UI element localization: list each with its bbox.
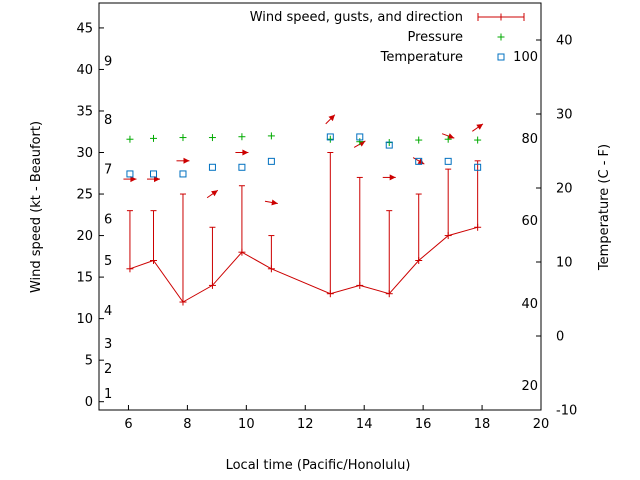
y-left-tick-label: 0 (85, 395, 93, 410)
temperature-point (208, 163, 216, 171)
wind-direction-arrowhead (183, 157, 190, 164)
wind-direction-arrowhead (447, 133, 455, 139)
fahrenheit-label: 80 (521, 132, 538, 147)
tick-labels: 6 8 10 12 14 16 18 20051015202530354045-1001020… (76, 21, 577, 432)
legend-label-pressure: Pressure (407, 30, 463, 45)
y-axis-title-left: Wind speed (kt - Beaufort) (29, 121, 44, 293)
y-right-tick-label: 10 (556, 256, 573, 271)
x-tick-label: 6 (124, 417, 132, 432)
y-right-tick-label: 30 (556, 108, 573, 123)
y-left-tick-label: 35 (76, 104, 93, 119)
y-left-tick-label: 45 (76, 21, 93, 36)
beaufort-label: 5 (104, 254, 112, 269)
wind-speed-line (129, 226, 478, 303)
temperature-point (356, 133, 364, 141)
x-tick-label: 12 (297, 417, 314, 432)
y-left-tick-label: 30 (76, 146, 93, 161)
fahrenheit-label: 40 (521, 297, 538, 312)
temperature-point (326, 133, 334, 141)
fahrenheit-label: 20 (521, 379, 538, 394)
y-right-tick-label: 40 (556, 34, 573, 49)
fahrenheit-label: 100 (513, 50, 538, 65)
series-layer (123, 114, 484, 306)
temperature-point (444, 157, 452, 165)
temperature-point (474, 163, 482, 171)
wind-direction-arrowhead (211, 190, 218, 197)
y-left-tick-label: 15 (76, 271, 93, 286)
beaufort-label: 1 (104, 387, 112, 402)
beaufort-label: 9 (104, 55, 112, 70)
tick-marks (99, 27, 542, 411)
wind-direction-arrowhead (417, 158, 425, 165)
y-left-tick-label: 20 (76, 229, 93, 244)
x-axis-title: Local time (Pacific/Honolulu) (226, 458, 411, 473)
y-left-tick-label: 25 (76, 188, 93, 203)
legend-sample-temperature (497, 53, 505, 61)
beaufort-label: 8 (104, 113, 112, 128)
wind-direction-arrowhead (389, 174, 396, 181)
y-right-tick-label: -10 (556, 404, 577, 419)
x-tick-label: 18 (474, 417, 491, 432)
y-axis-title-right: Temperature (C - F) (597, 144, 612, 271)
beaufort-label: 2 (104, 362, 112, 377)
x-tick-label: 20 (533, 417, 550, 432)
wind-direction-arrowhead (328, 114, 335, 122)
temperature-point (238, 163, 246, 171)
wind-direction-arrowhead (130, 176, 137, 183)
wind-direction-arrowhead (154, 176, 160, 183)
x-tick-label: 16 (415, 417, 432, 432)
legend-label-temperature: Temperature (380, 50, 463, 65)
wind-direction-arrowhead (476, 123, 483, 130)
wind-direction-arrowhead (358, 141, 366, 147)
wind-direction-arrowhead (242, 149, 249, 156)
y-left-tick-label: 40 (76, 63, 93, 78)
y-left-tick-label: 10 (76, 312, 93, 327)
temperature-point (385, 141, 393, 149)
beaufort-label: 7 (104, 163, 112, 178)
x-tick-label: 10 (238, 417, 255, 432)
temperature-point (126, 170, 134, 178)
temperature-point (150, 170, 158, 178)
temperature-point (267, 157, 275, 165)
temperature-point (415, 157, 423, 165)
y-right-tick-label: 20 (556, 182, 573, 197)
legend-label-wind: Wind speed, gusts, and direction (250, 10, 463, 25)
fahrenheit-label: 60 (521, 214, 538, 229)
beaufort-label: 3 (104, 337, 112, 352)
temperature-point (179, 170, 187, 178)
x-tick-label: 8 (183, 417, 191, 432)
y-left-tick-label: 5 (85, 354, 93, 369)
beaufort-label: 6 (104, 212, 112, 227)
plot-frame (98, 2, 542, 411)
y-right-tick-label: 0 (556, 330, 564, 345)
x-tick-label: 14 (356, 417, 373, 432)
legend: Wind speed, gusts, and direction Pressur… (250, 10, 525, 65)
beaufort-label: 4 (104, 304, 112, 319)
wind-direction-arrowhead (271, 199, 278, 206)
